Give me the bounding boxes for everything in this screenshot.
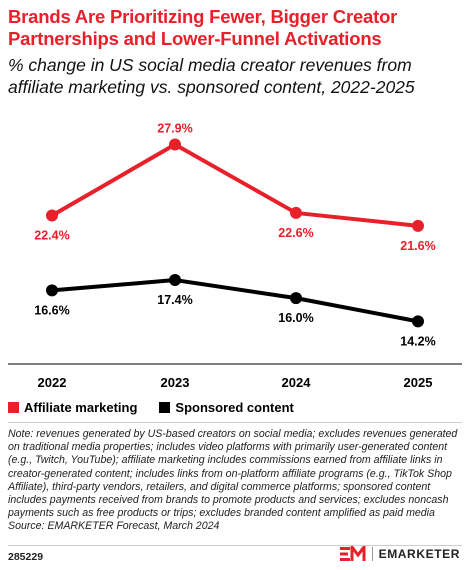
divider-top: [8, 422, 462, 423]
legend-swatch-affiliate: [8, 401, 19, 413]
brand-separator: [371, 547, 373, 561]
data-point-affiliate-2025: [412, 219, 424, 232]
x-tick-label-2024: 2024: [282, 375, 312, 390]
data-label-affiliate-2025: 21.6%: [400, 239, 435, 253]
brand-name: EMARKETER: [378, 547, 460, 561]
legend-label-sponsored: Sponsored content: [175, 399, 294, 415]
brand-logo: EMARKETER: [339, 546, 460, 562]
data-label-affiliate-2024: 22.6%: [278, 226, 313, 240]
data-point-sponsored-2024: [290, 292, 302, 305]
chart-title: Brands Are Prioritizing Fewer, Bigger Cr…: [8, 6, 398, 49]
data-label-sponsored-2025: 14.2%: [400, 334, 435, 348]
legend-item-affiliate: Affiliate marketing: [8, 400, 137, 415]
data-label-sponsored-2022: 16.6%: [34, 303, 69, 317]
legend-label-affiliate: Affiliate marketing: [24, 399, 138, 415]
series-line-sponsored: [50, 278, 420, 324]
legend: Affiliate marketing Sponsored content: [8, 398, 316, 416]
data-label-affiliate-2022: 22.4%: [34, 229, 69, 243]
chart-note: Note: revenues generated by US-based cre…: [8, 428, 464, 534]
data-point-sponsored-2025: [412, 315, 424, 328]
legend-item-sponsored: Sponsored content: [159, 399, 294, 415]
legend-swatch-sponsored: [159, 401, 171, 413]
data-point-affiliate-2024: [290, 206, 302, 219]
data-point-sponsored-2023: [169, 274, 181, 287]
em-logo-icon: [339, 546, 366, 561]
x-tick-label-2022: 2022: [38, 375, 67, 390]
x-tick-label-2025: 2025: [404, 375, 433, 390]
source-text: Source: EMARKETER Forecast, March 2024: [8, 520, 220, 533]
divider-bottom: [8, 545, 462, 546]
x-tick-label-2023: 2023: [161, 375, 190, 390]
data-point-affiliate-2022: [46, 209, 58, 222]
data-point-sponsored-2022: [46, 284, 58, 297]
line-chart: 2022 2023 2024 2025 22.4% 27.9% 22.6% 21.6% 16.6…: [8, 122, 462, 390]
data-label-sponsored-2024: 16.0%: [278, 311, 313, 325]
chart-id: 285229: [8, 551, 44, 563]
series-line-affiliate: [50, 142, 420, 228]
chart-subtitle: % change in US social media creator reve…: [8, 55, 415, 97]
note-text: Note: revenues generated by US-based cre…: [8, 428, 458, 520]
data-point-affiliate-2023: [169, 138, 181, 151]
data-label-affiliate-2023: 27.9%: [157, 122, 192, 136]
data-label-sponsored-2023: 17.4%: [157, 293, 192, 307]
